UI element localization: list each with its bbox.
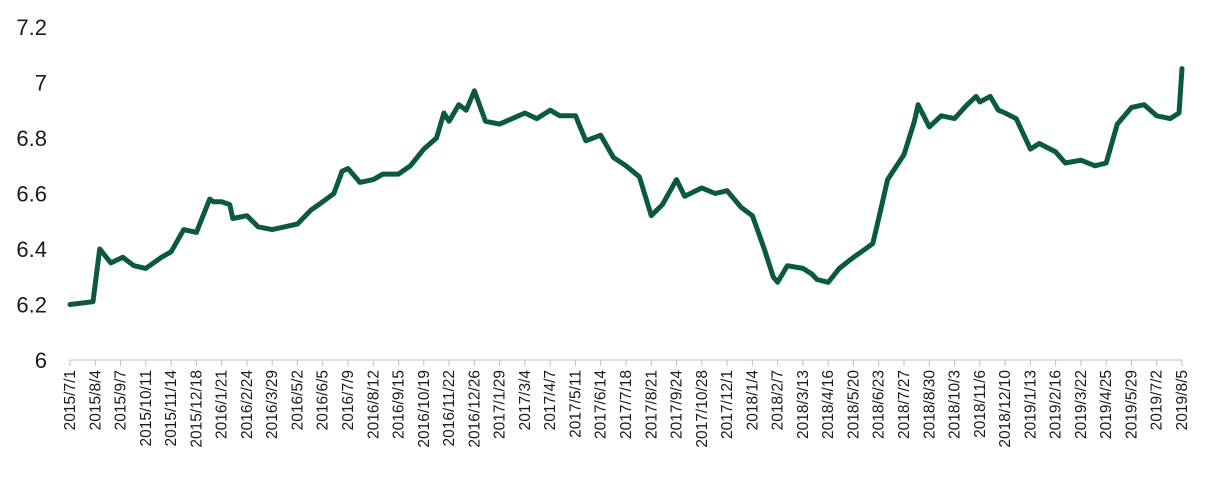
- x-tick-label: 2017/8/21: [643, 370, 660, 439]
- x-tick-label: 2018/3/13: [795, 370, 812, 439]
- x-axis-tick-labels: 2015/7/1 2015/8/4 2015/9/7 2015/10/11 2015/1…: [62, 370, 1191, 448]
- y-tick-label: 7: [35, 71, 47, 96]
- x-tick-label: 2018/1/4: [744, 370, 761, 431]
- x-tick-label: 2018/6/23: [871, 370, 888, 439]
- x-tick-label: 2016/5/2: [289, 370, 306, 430]
- x-tick-label: 2018/5/20: [845, 370, 862, 439]
- x-tick-label: 2016/6/5: [315, 370, 332, 430]
- x-tick-label: 2018/12/10: [997, 370, 1014, 448]
- x-tick-label: 2017/12/1: [719, 370, 736, 439]
- x-tick-label: 2019/3/22: [1073, 370, 1090, 439]
- x-tick-label: 2019/5/29: [1123, 370, 1140, 439]
- x-tick-label: 2017/9/24: [669, 370, 686, 439]
- x-tick-label: 2015/7/1: [62, 370, 79, 430]
- x-tick-label: 2017/3/4: [517, 370, 534, 431]
- x-tick-label: 2016/7/9: [340, 370, 357, 430]
- x-tick-label: 2016/1/21: [214, 370, 231, 439]
- series-line: [67, 66, 1185, 307]
- x-tick-label: 2019/4/25: [1098, 370, 1115, 439]
- x-tick-label: 2018/11/6: [972, 370, 989, 438]
- x-tick-label: 2019/2/16: [1048, 370, 1065, 439]
- x-tick-label: 2016/10/19: [416, 370, 433, 448]
- x-tick-label: 2016/9/15: [391, 370, 408, 439]
- x-tick-label: 2015/10/11: [138, 370, 155, 446]
- x-tick-label: 2016/3/29: [264, 370, 281, 439]
- x-tick-label: 2016/12/26: [466, 370, 483, 448]
- x-tick-label: 2017/4/7: [542, 370, 559, 430]
- x-tick-label: 2018/10/3: [947, 370, 964, 439]
- y-tick-label: 7.2: [16, 15, 47, 40]
- x-tick-label: 2016/2/24: [239, 370, 256, 439]
- x-tick-label: 2015/9/7: [113, 370, 130, 430]
- x-tick-label: 2016/8/12: [365, 370, 382, 439]
- y-tick-label: 6.4: [16, 237, 47, 262]
- x-tick-label: 2019/7/2: [1149, 370, 1166, 430]
- x-tick-label: 2015/8/4: [87, 370, 104, 431]
- y-tick-label: 6: [35, 348, 47, 373]
- x-tick-label: 2019/8/5: [1174, 370, 1191, 430]
- x-axis-tick-marks: [69, 360, 1183, 366]
- x-tick-label: 2017/1/29: [492, 370, 509, 439]
- x-tick-label: 2018/4/16: [820, 370, 837, 439]
- x-tick-label: 2017/10/28: [694, 370, 711, 448]
- x-tick-label: 2018/2/7: [770, 370, 787, 430]
- x-tick-label: 2017/5/11: [567, 370, 584, 438]
- y-tick-label: 6.6: [16, 182, 47, 207]
- y-tick-label: 6.8: [16, 126, 47, 151]
- x-tick-label: 2017/7/18: [618, 370, 635, 439]
- x-tick-label: 2017/6/14: [593, 370, 610, 439]
- series-layer: [67, 66, 1185, 307]
- x-tick-label: 2015/12/18: [188, 370, 205, 448]
- x-tick-label: 2015/11/14: [163, 370, 180, 447]
- y-axis-tick-labels: 6 6.2 6.4 6.6 6.8 7 7.2: [16, 15, 47, 373]
- y-tick-label: 6.2: [16, 293, 47, 318]
- x-tick-label: 2019/1/13: [1022, 370, 1039, 439]
- x-tick-label: 2018/7/27: [896, 370, 913, 439]
- x-tick-label: 2018/8/30: [921, 370, 938, 439]
- x-tick-label: 2016/11/22: [441, 370, 458, 446]
